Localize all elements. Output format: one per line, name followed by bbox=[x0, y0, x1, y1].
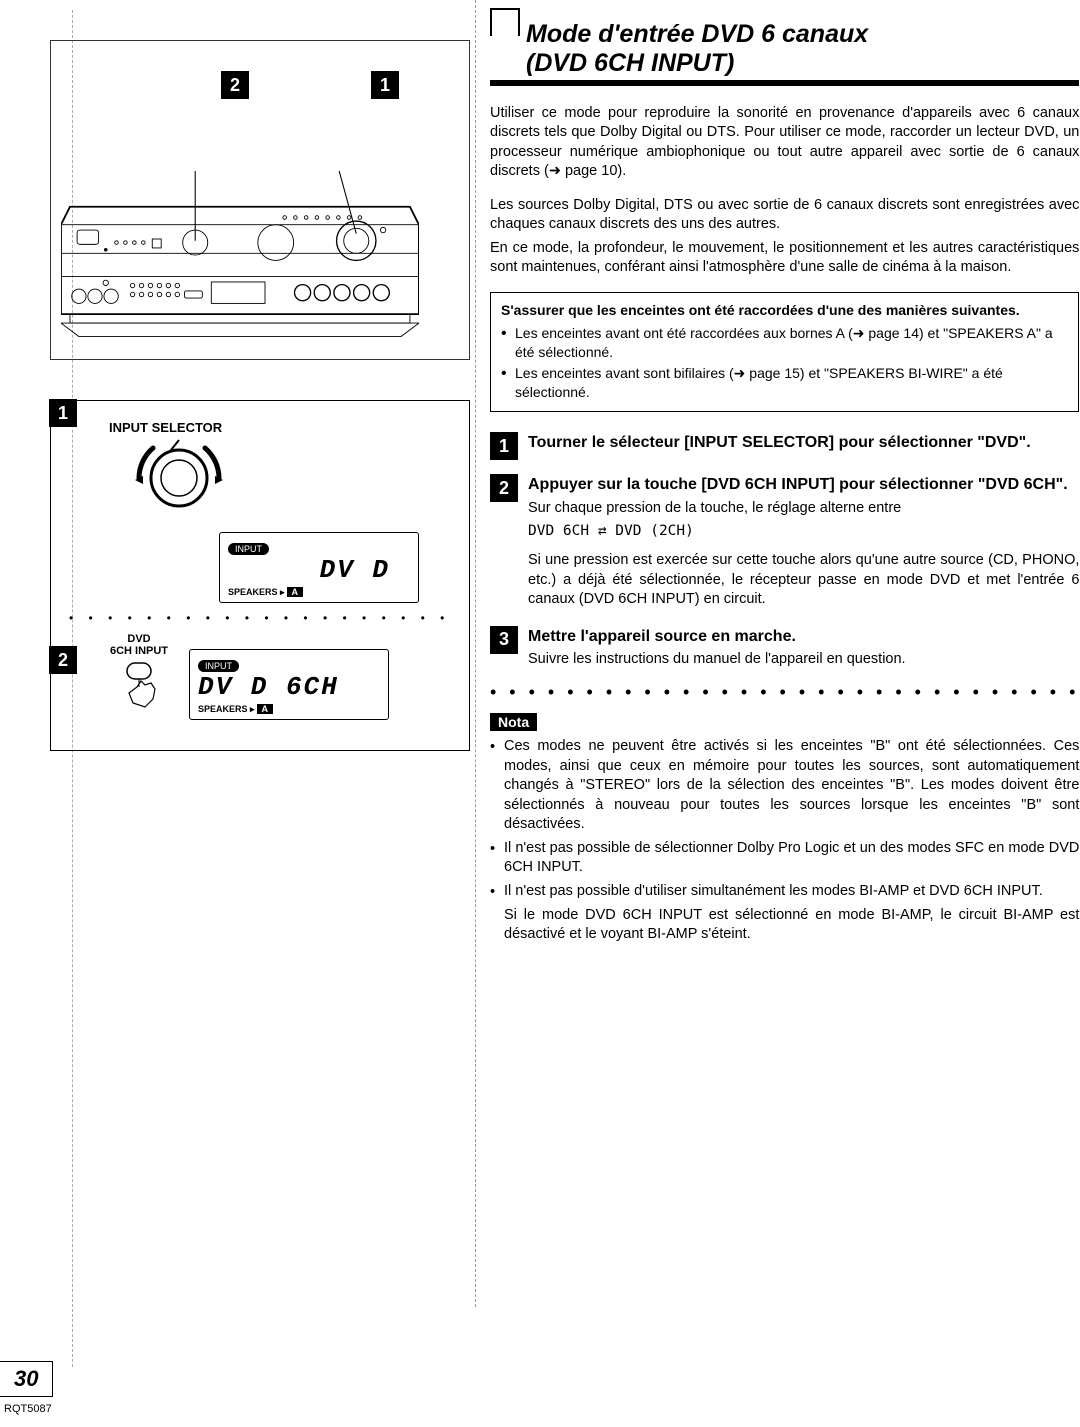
title-line1: Mode d'entrée DVD 6 canaux bbox=[526, 20, 868, 48]
receiver-diagram: 2 1 bbox=[50, 40, 470, 360]
receiver-svg bbox=[61, 171, 419, 341]
dvd6ch-label-line1: DVD bbox=[109, 633, 169, 645]
step2-sub2: DVD 6CH ⇄ DVD (2CH) bbox=[528, 522, 1079, 542]
step3-sub: Suivre les instructions du manuel de l'a… bbox=[528, 650, 1079, 670]
display1-a: A bbox=[287, 587, 304, 597]
section-title: Mode d'entrée DVD 6 canaux (DVD 6CH INPU… bbox=[490, 20, 1079, 86]
step-1: 1 Tourner le sélecteur [INPUT SELECTOR] … bbox=[490, 432, 1079, 460]
nota-label: Nota bbox=[490, 713, 537, 731]
page-number: 30 bbox=[0, 1361, 53, 1397]
nota-3: Il n'est pas possible d'utiliser simulta… bbox=[490, 882, 1079, 902]
display-dvd: INPUT DV D SPEAKERS ▸A bbox=[219, 532, 419, 603]
ensure-heading: S'assurer que les enceintes ont été racc… bbox=[501, 301, 1068, 320]
dvd6ch-label-line2: 6CH INPUT bbox=[109, 645, 169, 657]
title-line2: (DVD 6CH INPUT) bbox=[526, 49, 734, 77]
step2-num: 2 bbox=[490, 474, 518, 502]
ensure-box: S'assurer que les enceintes ont été racc… bbox=[490, 292, 1079, 412]
nota-3b: Si le mode DVD 6CH INPUT est sélectionné… bbox=[490, 906, 1079, 945]
display2-input-tag: INPUT bbox=[198, 660, 239, 672]
panel-dotline: • • • • • • • • • • • • • • • • • • • • … bbox=[69, 611, 451, 625]
step-3: 3 Mettre l'appareil source en marche. Su… bbox=[490, 626, 1079, 670]
display1-speakers: SPEAKERS ▸ bbox=[228, 587, 285, 597]
display2-a: A bbox=[257, 704, 274, 714]
dvd6ch-button-press bbox=[109, 657, 169, 717]
display2-seg: DV D 6CH bbox=[198, 674, 380, 700]
panel-badge-1: 1 bbox=[49, 399, 77, 427]
nota-2: Il n'est pas possible de sélectionner Do… bbox=[490, 839, 1079, 878]
display1-input-tag: INPUT bbox=[228, 543, 269, 555]
input-selector-label: INPUT SELECTOR bbox=[109, 420, 222, 435]
ensure-bullet-1: Les enceintes avant ont été raccordées a… bbox=[501, 324, 1068, 362]
step3-num: 3 bbox=[490, 626, 518, 654]
display-dvd6ch: INPUT DV D 6CH SPEAKERS ▸A bbox=[189, 649, 389, 720]
intro-p2: Les sources Dolby Digital, DTS ou avec s… bbox=[490, 196, 1079, 235]
step2-detail: Si une pression est exercée sur cette to… bbox=[528, 551, 1079, 610]
step2-title: Appuyer sur la touche [DVD 6CH INPUT] po… bbox=[528, 474, 1079, 496]
callout-badge-1: 1 bbox=[371, 71, 399, 99]
display2-speakers: SPEAKERS ▸ bbox=[198, 704, 255, 714]
nota-list: Ces modes ne peuvent être activés si les… bbox=[490, 737, 1079, 902]
intro-p3: En ce mode, la profondeur, le mouvement,… bbox=[490, 239, 1079, 278]
step-2: 2 Appuyer sur la touche [DVD 6CH INPUT] … bbox=[490, 474, 1079, 609]
step3-title: Mettre l'appareil source en marche. bbox=[528, 626, 1079, 648]
input-selector-knob bbox=[109, 436, 249, 516]
display1-seg: DV D bbox=[228, 557, 410, 583]
intro-p1: Utiliser ce mode pour reproduire la sono… bbox=[490, 104, 1079, 182]
nota-1: Ces modes ne peuvent être activés si les… bbox=[490, 737, 1079, 835]
panel-badge-2: 2 bbox=[49, 646, 77, 674]
step2-sub1: Sur chaque pression de la touche, le rég… bbox=[528, 499, 1079, 519]
step1-title: Tourner le sélecteur [INPUT SELECTOR] po… bbox=[528, 432, 1079, 454]
callout-badge-2: 2 bbox=[221, 71, 249, 99]
ensure-bullet-2: Les enceintes avant sont bifilaires (➜ p… bbox=[501, 364, 1068, 402]
separator-dotline: • • • • • • • • • • • • • • • • • • • • … bbox=[490, 682, 1079, 703]
controls-panel: 1 INPUT SELECTOR INPUT DV D SPEA bbox=[50, 400, 470, 751]
step1-num: 1 bbox=[490, 432, 518, 460]
doc-code: RQT5087 bbox=[4, 1403, 52, 1415]
